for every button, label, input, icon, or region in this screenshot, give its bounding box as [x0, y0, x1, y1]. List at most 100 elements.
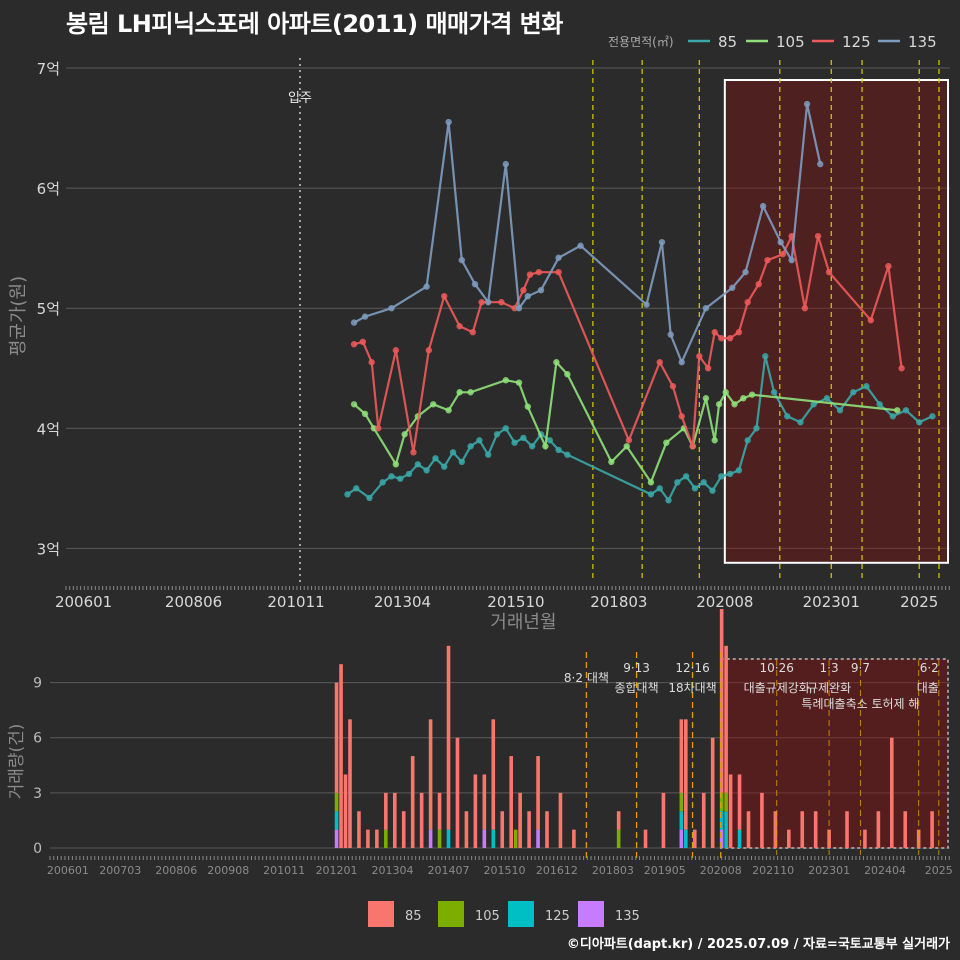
y-tick-label: 4억: [37, 420, 60, 438]
bar-x-tick-label: 201803: [592, 864, 634, 877]
series-135-point: [678, 359, 685, 366]
series-125-point: [755, 280, 762, 288]
series-85-point: [564, 451, 571, 458]
series-85-point: [709, 487, 716, 494]
series-105-point: [445, 407, 452, 414]
series-125-point: [898, 365, 905, 372]
policy-label: 9·7: [851, 661, 870, 675]
series-85-point: [432, 455, 439, 462]
bar-x-tick-label: 200703: [99, 864, 141, 877]
x-tick-label: 200601: [55, 593, 112, 611]
bar-x-tick-label: 201011: [263, 864, 305, 877]
series-125-point: [678, 413, 685, 420]
bar-85: [339, 664, 343, 848]
series-125-point: [825, 268, 833, 276]
series-85-point: [476, 437, 483, 444]
bar-135: [482, 829, 487, 848]
move-in-label: 입주: [288, 91, 312, 106]
series-85-point: [810, 401, 817, 408]
series-85-point: [850, 389, 857, 396]
bar-85: [392, 792, 397, 848]
series-125-point: [359, 338, 367, 346]
series-135-point: [788, 256, 795, 264]
bar-x-tick-label: 201612: [536, 864, 578, 877]
bar-85: [684, 719, 688, 830]
bar-85: [889, 737, 894, 848]
x-tick-label: 201510: [487, 593, 544, 611]
price-chart-axes: 3억 4억 5억 6억 7억 200601 200806 201011 201304 201510…: [8, 60, 950, 633]
series-85-point: [823, 395, 831, 402]
bar-85: [527, 811, 531, 848]
series-85-point: [485, 451, 492, 458]
series-105-point: [392, 461, 400, 468]
x-tick-label: 2025: [900, 593, 938, 611]
series-85-point: [511, 439, 518, 446]
series-135-point: [445, 118, 452, 126]
series-85-point: [700, 479, 707, 486]
bar-85: [366, 829, 370, 848]
series-135-point: [555, 254, 562, 261]
bar-x-tick-label: 202301: [808, 864, 850, 877]
bar-135: [334, 829, 339, 848]
policy-label: 12·16: [675, 661, 709, 675]
bar-x-tick-label: 202404: [864, 864, 906, 877]
series-125-point: [456, 323, 463, 330]
bar-legend-125-swatch: [508, 901, 534, 927]
series-85-point: [902, 407, 910, 414]
bar-85: [572, 829, 576, 848]
series-135-point: [458, 256, 466, 264]
series-85-point: [546, 437, 553, 444]
series-85-point: [353, 485, 360, 492]
bar-85: [375, 829, 379, 848]
bar-85: [773, 811, 778, 848]
volume-chart-grid: [50, 682, 950, 849]
bar-legend-105-swatch: [438, 901, 464, 927]
bar-85: [760, 792, 764, 848]
series-125-point: [478, 298, 485, 306]
bar-125: [679, 811, 684, 830]
bar-85: [643, 829, 648, 848]
legend-135-label: 135: [908, 33, 937, 51]
bar-85: [710, 737, 715, 848]
series-135-point: [777, 238, 784, 246]
bar-85: [410, 756, 415, 848]
bar-x-tick-label: 200908: [207, 864, 249, 877]
legend-125-label: 125: [842, 33, 871, 51]
series-85-point: [405, 470, 413, 478]
series-135-point: [524, 292, 531, 300]
series-85-point: [467, 443, 474, 450]
series-105-point: [467, 389, 474, 396]
series-125-point: [669, 383, 677, 390]
series-105-point: [430, 401, 437, 408]
series-105-point: [553, 359, 560, 366]
series-135-point: [729, 284, 736, 291]
price-chart-series: [344, 100, 936, 504]
series-85-point: [718, 473, 725, 480]
series-125-point: [520, 286, 527, 294]
bar-85: [473, 774, 478, 848]
series-85-point: [674, 479, 681, 486]
price-chart: 입주 3억 4억 5억 6억 7억 200601 200806 201011 201304 201…: [8, 33, 950, 633]
volume-chart-bars: [334, 609, 934, 848]
series-85-point: [744, 437, 751, 444]
recent-period-box: [723, 79, 950, 564]
series-105-point: [748, 391, 756, 398]
x-tick-label: 202301: [803, 593, 860, 611]
policy-label: 1·3: [820, 661, 839, 675]
series-105-point: [731, 401, 738, 408]
x-tick-label: 201304: [374, 593, 431, 611]
bar-y-axis-title: 거래량(건): [7, 724, 27, 800]
series-125-point: [511, 304, 518, 312]
bar-85: [500, 811, 505, 848]
series-85-point: [770, 389, 778, 396]
bar-135: [428, 829, 433, 848]
series-135-point: [667, 331, 674, 338]
bar-85: [692, 829, 697, 848]
series-85-point: [555, 446, 562, 454]
bar-85: [903, 811, 908, 848]
bar-85: [437, 792, 442, 830]
bar-135: [536, 829, 540, 848]
bar-85: [876, 811, 881, 848]
series-85-point: [691, 485, 699, 492]
bar-85: [401, 811, 406, 848]
